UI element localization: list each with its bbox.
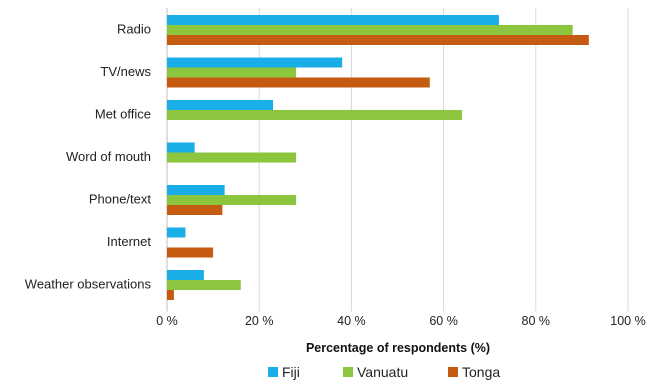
bar-fiji-tv-news xyxy=(167,57,343,68)
category-label: Met office xyxy=(95,107,151,122)
legend-swatch-vanuatu xyxy=(343,367,353,377)
bar-fiji-radio xyxy=(167,15,499,25)
category-label: Phone/text xyxy=(89,192,152,207)
category-label: Word of mouth xyxy=(66,149,151,164)
x-tick-label: 20 % xyxy=(245,314,274,328)
x-tick-label: 100 % xyxy=(610,314,645,328)
legend-label-vanuatu: Vanuatu xyxy=(357,364,408,380)
legend: Fiji Vanuatu Tonga xyxy=(268,364,500,380)
bar-tonga-internet xyxy=(167,247,214,258)
bar-fiji-internet xyxy=(167,227,186,238)
x-tick-labels: 0 % 20 % 40 % 60 % 80 % 100 % xyxy=(156,314,646,328)
category-label: Weather observations xyxy=(25,277,152,292)
bar-fiji-phone-text xyxy=(167,185,225,195)
category-labels: Radio TV/news Met office Word of mouth Phone… xyxy=(25,22,152,292)
x-tick-label: 40 % xyxy=(337,314,366,328)
category-label: Radio xyxy=(117,22,151,37)
bar-vanuatu-met-office xyxy=(167,110,463,120)
bar-vanuatu-phone-text xyxy=(167,195,297,205)
x-tick-label: 60 % xyxy=(429,314,458,328)
bar-fiji-weather-observations xyxy=(167,270,204,280)
legend-swatch-tonga xyxy=(448,367,458,377)
bar-tonga-weather-observations xyxy=(167,290,174,300)
category-label: TV/news xyxy=(100,64,151,79)
bar-fiji-word-of-mouth xyxy=(167,142,195,153)
bar-tonga-radio xyxy=(167,35,589,45)
bar-vanuatu-weather-observations xyxy=(167,280,241,290)
legend-label-fiji: Fiji xyxy=(282,364,300,380)
bar-vanuatu-radio xyxy=(167,25,573,35)
bars xyxy=(167,15,589,300)
bar-vanuatu-tv-news xyxy=(167,67,297,78)
bar-fiji-met-office xyxy=(167,100,274,110)
legend-label-tonga: Tonga xyxy=(462,364,500,380)
bar-vanuatu-word-of-mouth xyxy=(167,152,297,163)
x-tick-label: 0 % xyxy=(156,314,178,328)
category-label: Internet xyxy=(107,234,151,249)
x-axis-title: Percentage of respondents (%) xyxy=(306,341,490,355)
legend-swatch-fiji xyxy=(268,367,278,377)
bar-tonga-phone-text xyxy=(167,205,223,215)
bar-tonga-tv-news xyxy=(167,77,430,88)
x-tick-label: 80 % xyxy=(522,314,551,328)
